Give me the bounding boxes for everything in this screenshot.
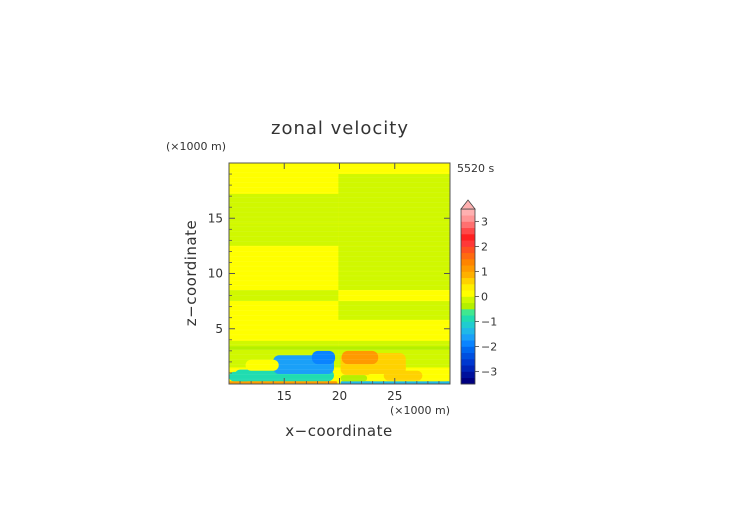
field-band-left-4: [229, 245, 339, 272]
colorbar-segment-6: [461, 340, 475, 347]
y-unit-label: (×1000 m): [166, 140, 226, 153]
colorbar-tick-label-6: −3: [481, 366, 497, 379]
field-feature-11: [340, 375, 368, 382]
field-feature-1: [340, 381, 450, 384]
colorbar-tick-label-2: 1: [481, 266, 488, 279]
colorbar-segment-25: [461, 221, 475, 229]
field-feature-10: [383, 370, 423, 381]
field-band-left-1: [229, 174, 339, 194]
colorbar-segment-1: [461, 371, 475, 379]
field-band-right-0: [338, 163, 450, 175]
time-label: 5520 s: [457, 162, 494, 175]
colorbar-tick-label-5: −2: [481, 341, 497, 354]
colorbar-segment-20: [461, 252, 475, 260]
colorbar-segment-0: [461, 377, 475, 385]
colorbar-extend-max: [460, 199, 476, 210]
colorbar-segment-7: [461, 334, 475, 341]
colorbar-segment-3: [461, 359, 475, 366]
field-band-left-3: [229, 223, 339, 246]
colorbar-segment-26: [461, 215, 475, 222]
field-feature-6: [245, 359, 279, 371]
field-band-left-9: [229, 340, 339, 349]
colorbar-segment-9: [461, 321, 475, 329]
field-band-left-8: [229, 319, 339, 341]
colorbar-segment-17: [461, 271, 475, 279]
field-band-left-0: [229, 163, 339, 175]
colorbar: 3 2 1 0 −1 −2 −3: [460, 199, 497, 385]
colorbar-segment-21: [461, 246, 475, 254]
colorbar-segment-5: [461, 346, 475, 354]
field-band-left-6: [229, 290, 339, 302]
colorbar-tick-label-4: −1: [481, 316, 497, 329]
field-band-right-2: [338, 193, 450, 224]
heatmap-plot-area: 15 20 25 5 10 15: [208, 162, 451, 403]
colorbar-segment-16: [461, 277, 475, 285]
colorbar-tick-label-3: 0: [481, 291, 488, 304]
field-feature-0: [229, 381, 338, 384]
velocity-field: [229, 162, 450, 384]
colorbar-segment-8: [461, 327, 475, 335]
field-band-left-5: [229, 271, 339, 291]
x-tick-label-15: 15: [277, 389, 292, 403]
chart-title: zonal velocity: [271, 118, 409, 139]
x-axis: 15 20 25: [239, 163, 440, 403]
y-axis: 5 10 15: [208, 173, 450, 374]
colorbar-segment-13: [461, 296, 475, 304]
y-axis-label: z−coordinate: [182, 220, 200, 326]
colorbar-segment-23: [461, 234, 475, 241]
x-tick-label-25: 25: [387, 389, 402, 403]
y-tick-label-5: 5: [215, 322, 223, 336]
field-band-right-6: [338, 290, 450, 302]
field-band-right-7: [338, 301, 450, 320]
colorbar-segment-12: [461, 302, 475, 310]
colorbar-segment-24: [461, 227, 475, 235]
colorbar-segment-19: [461, 259, 475, 266]
colorbar-tick-label-0: 3: [481, 216, 488, 229]
colorbar-segment-11: [461, 309, 475, 316]
x-axis-label: x−coordinate: [285, 422, 392, 440]
colorbar-segment-10: [461, 315, 475, 322]
field-band-right-8: [338, 319, 450, 341]
x-tick-label-20: 20: [332, 389, 347, 403]
colorbar-segment-18: [461, 265, 475, 272]
x-unit-label: (×1000 m): [390, 404, 450, 417]
field-band-right-5: [338, 271, 450, 291]
field-band-right-4: [338, 245, 450, 272]
colorbar-segment-15: [461, 284, 475, 291]
colorbar-segment-22: [461, 240, 475, 247]
field-band-left-2: [229, 193, 339, 224]
colorbar-segment-27: [461, 209, 475, 216]
field-feature-12: [229, 346, 450, 350]
field-band-left-7: [229, 301, 339, 320]
y-tick-label-15: 15: [208, 211, 223, 225]
field-band-right-1: [338, 174, 450, 194]
y-tick-label-10: 10: [208, 267, 223, 281]
field-band-right-3: [338, 223, 450, 246]
colorbar-segment-14: [461, 290, 475, 297]
field-band-right-9: [338, 340, 450, 349]
colorbar-tick-label-1: 2: [481, 241, 488, 254]
colorbar-segment-2: [461, 365, 475, 372]
colorbar-segment-4: [461, 352, 475, 360]
field-feature-5: [311, 350, 336, 365]
field-feature-8: [341, 350, 379, 365]
